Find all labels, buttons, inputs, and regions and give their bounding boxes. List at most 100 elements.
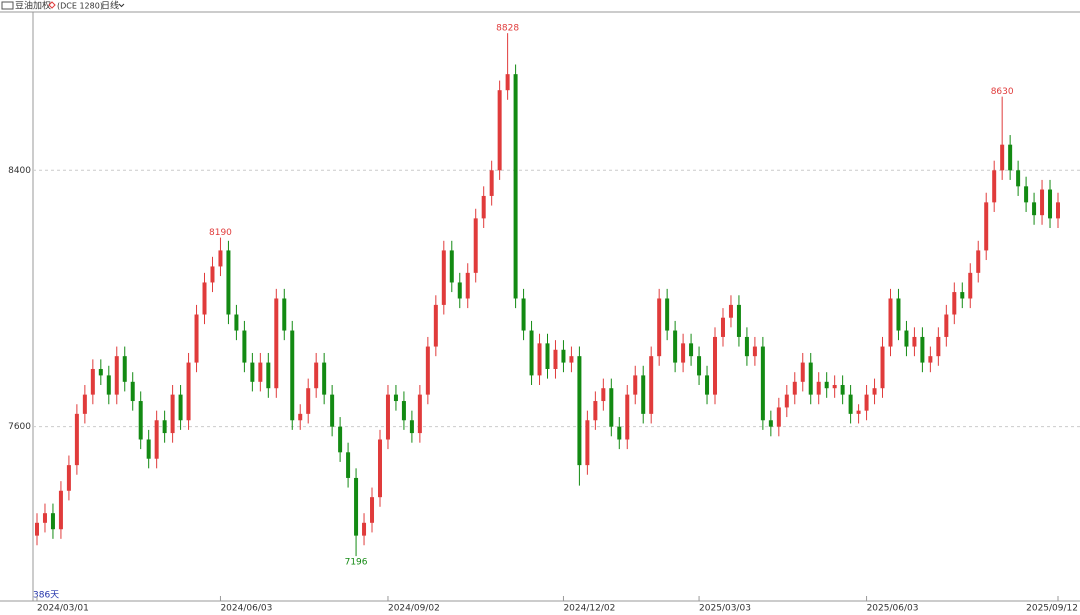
candle-body [1048, 189, 1053, 219]
candle-body [736, 304, 741, 337]
candle-body [314, 362, 319, 389]
candle-body [561, 349, 566, 363]
candle-body [425, 346, 430, 395]
candle-body [673, 330, 678, 363]
candle-body [912, 336, 917, 347]
candle-body [74, 413, 79, 466]
candle-body [393, 394, 398, 402]
candle-body [298, 413, 303, 421]
candle-body [800, 362, 805, 382]
candle-body [768, 420, 773, 427]
x-tick-label: 2024/09/02 [388, 604, 440, 614]
candle-body [473, 218, 478, 273]
candle-body [258, 362, 263, 382]
candle-body [465, 272, 470, 299]
candle-body [697, 356, 702, 376]
candle-body [242, 330, 247, 363]
candle-body [976, 250, 981, 273]
candle-body [601, 388, 606, 402]
y-tick-label: 7600 [8, 422, 31, 432]
candle-body [896, 298, 901, 331]
candle-body [808, 362, 813, 395]
candle-body [824, 381, 829, 389]
candle-body [346, 452, 351, 478]
candle-body [856, 410, 861, 414]
candle-body [968, 272, 973, 299]
candle-body [960, 292, 965, 299]
candle-body [186, 362, 191, 421]
candle-body [401, 401, 406, 421]
candle-body [146, 439, 151, 459]
candle-body [354, 477, 359, 536]
candle-body [585, 420, 590, 466]
candle-body [832, 385, 837, 389]
candle-body [66, 465, 71, 491]
candle-body [170, 394, 175, 434]
candle-body [944, 314, 949, 337]
candle-body [665, 298, 670, 331]
period-selector[interactable]: 日线 [101, 0, 119, 12]
x-tick-label: 2024/03/01 [37, 604, 89, 614]
candle-body [210, 266, 215, 283]
candle-body [370, 497, 375, 523]
candle-body [1032, 202, 1037, 216]
candle-body [226, 250, 231, 315]
candle-body [864, 394, 869, 411]
candle-body [481, 195, 486, 219]
candle-body [720, 317, 725, 337]
candle-body [274, 298, 279, 389]
candle-body [114, 356, 119, 395]
candle-body [705, 375, 710, 395]
candle-body [689, 343, 694, 357]
candle-body [537, 343, 542, 376]
candle-body [609, 388, 614, 427]
candle-body [593, 401, 598, 421]
candle-body [42, 513, 47, 523]
candle-body [649, 356, 654, 414]
high-label: 8190 [209, 228, 232, 238]
period-dropdown[interactable] [118, 3, 125, 8]
candle-body [952, 292, 957, 315]
candle-body [441, 250, 446, 305]
candle-body [322, 362, 327, 395]
candle-body [90, 368, 95, 395]
candle-body [936, 336, 941, 357]
candle-body [178, 394, 183, 421]
low-label: 7196 [345, 558, 368, 568]
candle-body [928, 356, 933, 363]
candle-body [306, 388, 311, 414]
candle-body [234, 314, 239, 331]
candle-body [449, 250, 454, 283]
candle-body [1056, 202, 1060, 219]
candle-body [625, 394, 630, 440]
candle-body [513, 74, 518, 299]
candle-body [362, 522, 367, 536]
candle-body [553, 349, 558, 369]
candle-body [760, 346, 765, 421]
x-tick-label: 2024/06/03 [220, 604, 272, 614]
candle-body [713, 336, 718, 395]
candle-body [1016, 170, 1021, 187]
candle-body [330, 394, 335, 427]
candle-body [569, 356, 574, 363]
candle-body [202, 282, 207, 315]
candle-body [577, 356, 582, 466]
instrument-name: 豆油加权 [15, 0, 51, 12]
candle-body [681, 343, 686, 363]
candle-body [82, 394, 87, 414]
candle-body [433, 304, 438, 347]
candle-body [377, 439, 382, 498]
menu-icon[interactable] [1, 1, 14, 10]
candle-body [633, 375, 638, 395]
y-tick-label: 8400 [8, 166, 31, 176]
candle-body [290, 330, 295, 421]
candle-body [35, 522, 39, 536]
candle-body [776, 407, 781, 427]
candle-body [457, 282, 462, 299]
candle-body [385, 394, 390, 440]
candle-body [250, 362, 255, 382]
candle-body [505, 74, 510, 91]
candle-body [106, 375, 111, 395]
